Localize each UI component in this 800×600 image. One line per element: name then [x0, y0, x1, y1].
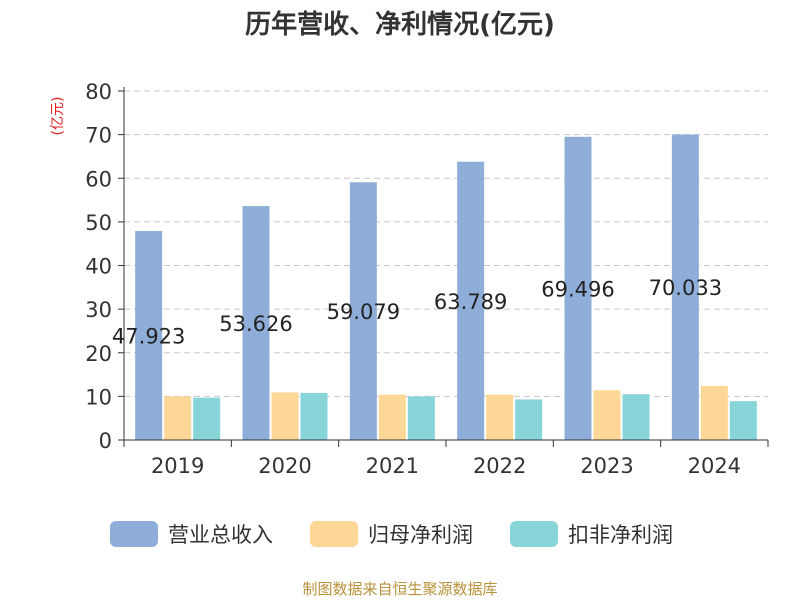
source-footer: 制图数据来自恒生聚源数据库 — [302, 580, 498, 598]
y-tick-label: 20 — [85, 342, 112, 366]
x-tick-label: 2023 — [580, 454, 633, 478]
y-tick-label: 10 — [85, 385, 112, 409]
bar — [378, 394, 406, 440]
bar — [407, 396, 435, 440]
x-tick-label: 2024 — [688, 454, 741, 478]
bar — [564, 136, 592, 440]
bar — [593, 390, 621, 440]
y-tick-label: 70 — [85, 124, 112, 148]
data-label: 70.033 — [649, 276, 722, 300]
chart-title: 历年营收、净利情况(亿元) — [245, 10, 555, 40]
y-axis-label: (亿元) — [50, 97, 66, 136]
bar — [349, 182, 377, 440]
bar — [515, 399, 543, 440]
y-tick-label: 60 — [85, 167, 112, 191]
bar — [486, 394, 514, 440]
gridlines — [124, 90, 768, 397]
bar — [300, 392, 328, 440]
legend-label: 营业总收入 — [168, 523, 273, 547]
bar — [164, 396, 192, 440]
y-tick-label: 0 — [99, 429, 112, 453]
bar — [622, 394, 650, 440]
bar — [671, 134, 699, 441]
data-label: 53.626 — [219, 312, 292, 336]
bar — [457, 161, 485, 440]
x-tick-label: 2019 — [151, 454, 204, 478]
y-tick-label: 50 — [85, 211, 112, 235]
legend-label: 扣非净利润 — [568, 523, 673, 547]
bar — [135, 230, 163, 440]
bars — [135, 134, 757, 441]
legend-swatch — [110, 521, 158, 547]
y-tick-label: 80 — [85, 80, 112, 104]
data-label: 69.496 — [541, 277, 614, 301]
bar — [729, 401, 757, 440]
bar — [271, 392, 299, 440]
data-label: 63.789 — [434, 290, 507, 314]
bar — [700, 385, 728, 440]
x-tick-label: 2021 — [366, 454, 419, 478]
x-tick-label: 2020 — [258, 454, 311, 478]
legend-label: 归母净利润 — [368, 523, 473, 547]
data-label: 47.923 — [112, 324, 185, 348]
bar — [242, 206, 270, 440]
legend-swatch — [510, 521, 558, 547]
axes: 0 10 20 30 40 50 60 70 80 2019 2020 2021 2022 2023 202… — [85, 80, 769, 478]
legend: 营业总收入 归母净利润 扣非净利润 — [110, 521, 673, 547]
bar — [193, 397, 221, 440]
data-label: 59.079 — [327, 300, 400, 324]
data-labels: 47.923 53.626 59.079 63.789 69.496 70.033 — [112, 276, 722, 348]
legend-swatch — [310, 521, 358, 547]
y-tick-label: 40 — [85, 255, 112, 279]
y-tick-label: 30 — [85, 298, 112, 322]
x-tick-label: 2022 — [473, 454, 526, 478]
